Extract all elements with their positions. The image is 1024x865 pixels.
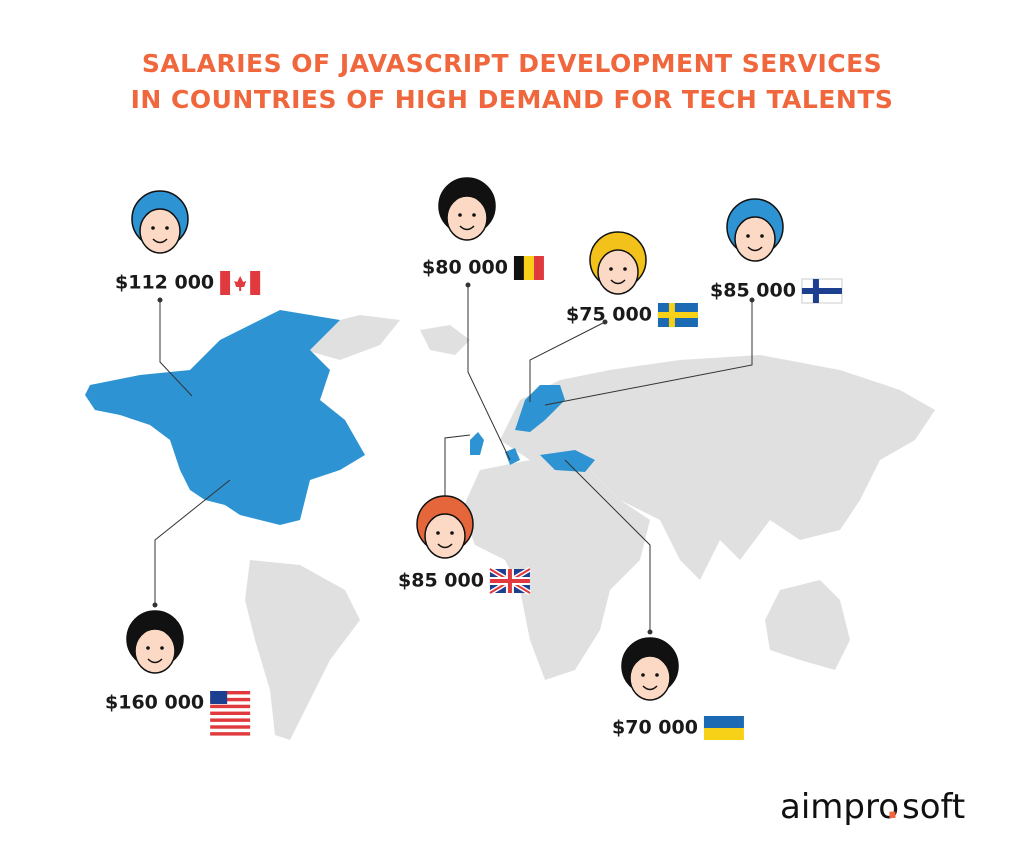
flag-cross: [489, 579, 530, 583]
avatar-smile: [747, 246, 763, 252]
iceland: [420, 325, 470, 355]
avatar-face: [734, 216, 776, 262]
flag-band: [533, 256, 544, 280]
salary-label: $75 000: [566, 304, 652, 326]
connector-line: [154, 479, 231, 605]
flag-canton: [210, 691, 228, 704]
connector-line: [159, 300, 193, 397]
flag-band: [523, 256, 534, 280]
salary-label: $85 000: [710, 280, 796, 302]
flag-stripe: [210, 732, 251, 736]
connector-dot: [647, 629, 653, 635]
avatar-eye: [623, 267, 627, 271]
flag-stripe: [210, 725, 251, 729]
avatar-eye: [160, 646, 164, 650]
north-america-highlight: [85, 310, 365, 525]
avatar-eye: [641, 673, 645, 677]
avatar-eye: [760, 234, 764, 238]
connector-line: [444, 434, 471, 515]
connector-line: [564, 459, 651, 632]
avatar-face: [597, 249, 639, 295]
avatar-eye: [458, 213, 462, 217]
title-line: SALARIES OF JAVASCRIPT DEVELOPMENT SERVI…: [142, 49, 882, 78]
flag-band: [250, 271, 261, 295]
flag-band: [703, 728, 744, 740]
uk-highlight: [470, 432, 484, 455]
flag: [513, 256, 544, 280]
avatar-eye: [165, 226, 169, 230]
nordic-highlight: [515, 385, 565, 432]
logo-suffix: soft: [902, 787, 965, 827]
avatar-smile: [437, 543, 453, 549]
flag-stripe: [210, 697, 251, 702]
flag: [801, 278, 843, 304]
logo-name: aimpro: [780, 787, 899, 827]
flag-band: [703, 716, 744, 728]
belgium-highlight: [505, 448, 520, 465]
connector-dot: [465, 282, 471, 288]
connector-line: [544, 300, 753, 406]
avatar-face: [629, 655, 671, 701]
ukraine-highlight: [540, 450, 595, 472]
flag-band: [220, 271, 231, 295]
flag-stripe: [210, 691, 251, 695]
avatar-eye: [151, 226, 155, 230]
flag: [488, 566, 532, 596]
salary-label: $112 000: [115, 272, 214, 294]
connector-dot: [152, 602, 158, 608]
flag-leaf: [234, 276, 247, 291]
avatar-smile: [459, 225, 475, 231]
markers: $112 000 $80 000 $75 000 $85 000 $85 000 $160…: [105, 177, 843, 740]
flag-cross: [657, 312, 698, 318]
flag: [220, 271, 261, 295]
connector-dot: [602, 319, 608, 325]
avatar-face: [134, 628, 176, 674]
avatar-smile: [152, 238, 168, 244]
avatar-eye: [450, 531, 454, 535]
avatar-face: [424, 513, 466, 559]
avatar-smile: [642, 685, 658, 691]
connector-dot: [749, 297, 755, 303]
avatar-eye: [472, 213, 476, 217]
flag: [657, 303, 698, 327]
salary-label: $85 000: [398, 570, 484, 592]
avatar-smile: [147, 658, 163, 664]
logo: aimpro . soft: [780, 787, 965, 827]
avatar-eye: [146, 646, 150, 650]
south-america: [245, 560, 360, 740]
world-map: [85, 310, 935, 740]
flag-band: [513, 256, 524, 280]
avatar-eye: [436, 531, 440, 535]
avatar-smile: [610, 279, 626, 285]
avatar-face: [139, 208, 181, 254]
salary-label: $70 000: [612, 717, 698, 739]
flag-cross: [801, 288, 842, 294]
title-line: IN COUNTRIES OF HIGH DEMAND FOR TECH TAL…: [131, 85, 894, 114]
flag-stripe: [210, 704, 251, 709]
avatar-face: [446, 195, 488, 241]
salary-label: $160 000: [105, 692, 204, 714]
flag-stripe: [210, 711, 251, 716]
eurasia: [500, 355, 935, 580]
flag: [703, 716, 744, 740]
avatar-eye: [746, 234, 750, 238]
avatar-eye: [655, 673, 659, 677]
flag-stripe: [210, 718, 251, 722]
africa: [462, 460, 650, 680]
flag: [210, 691, 251, 736]
salary-label: $80 000: [422, 257, 508, 279]
avatar-eye: [609, 267, 613, 271]
connector-line: [529, 321, 606, 402]
australia: [765, 580, 850, 670]
logo-dot: .: [886, 787, 899, 827]
connector-dot: [157, 297, 163, 303]
connector-line: [467, 285, 511, 461]
